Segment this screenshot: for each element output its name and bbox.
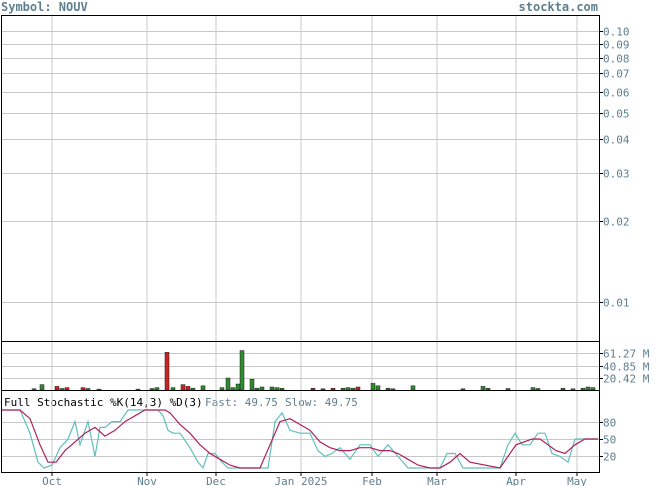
volume-bar [370, 383, 376, 391]
volume-bar [410, 385, 416, 391]
x-tick-label: Feb [362, 475, 382, 486]
volume-bar [590, 387, 596, 391]
volume-bar [249, 378, 255, 391]
fast-value-label: Fast: 49.75 [205, 396, 278, 409]
price-panel: 0.100.090.08 0.07 0.06 0.05 0.04 0.03 0.02 0.01 [1, 15, 630, 342]
volume-bar [219, 387, 225, 391]
x-axis: Oct Nov Dec Jan 2025 Feb Mar Apr May [42, 472, 587, 486]
stoch-tick-label: 50 [603, 434, 616, 447]
volume-bar [180, 384, 186, 391]
volume-bar [235, 383, 241, 391]
volume-bar [480, 386, 486, 391]
price-tick-label: 0.05 [603, 108, 630, 121]
volume-bar [269, 386, 275, 391]
volume-bar [580, 387, 586, 391]
volume-bar [154, 387, 160, 391]
x-tick-label: May [567, 475, 587, 486]
volume-bar [135, 388, 141, 391]
volume-bar [585, 386, 591, 391]
volume-bar [230, 387, 236, 391]
volume-bar [460, 388, 466, 391]
fast-line [1, 409, 598, 470]
volume-bar [54, 386, 60, 391]
x-tick-label: Dec [206, 475, 226, 486]
volume-bar [390, 388, 396, 391]
x-tick-label: Nov [137, 475, 157, 486]
volume-bar [149, 388, 155, 391]
x-tick-label: Oct [42, 475, 62, 486]
stoch-tick-label: 80 [603, 417, 616, 430]
volume-bar [185, 386, 191, 391]
volume-bar [560, 387, 566, 391]
volume-bar [254, 387, 260, 391]
volume-bar [200, 385, 206, 391]
volume-bar [64, 387, 70, 391]
slow-value-label: Slow: 49.75 [285, 396, 358, 409]
site-name: stockta.com [519, 0, 598, 14]
volume-bar [530, 387, 536, 391]
price-tick-label: 0.08 [603, 53, 630, 66]
volume-bar [375, 385, 381, 391]
volume-bar [570, 388, 576, 391]
volume-bar [170, 387, 176, 391]
volume-bar [239, 350, 245, 391]
volume-bar [279, 387, 285, 391]
price-tick-label: 0.02 [603, 216, 630, 229]
x-tick-label: Mar [427, 475, 447, 486]
price-tick-label: 0.01 [603, 297, 630, 310]
volume-tick-label: 40.85 M [603, 361, 650, 374]
price-tick-label: 0.03 [603, 168, 630, 181]
volume-bar [31, 388, 37, 391]
x-tick-label: Apr [506, 475, 526, 486]
volume-bar [190, 387, 196, 391]
volume-bar [535, 388, 541, 391]
stoch-tick-label: 20 [603, 451, 616, 464]
x-tick-label: Jan 2025 [275, 475, 328, 486]
price-tick-label: 0.04 [603, 134, 630, 147]
stochastic-title: Full Stochastic %K(14,3) %D(3) [4, 396, 203, 409]
volume-bar [505, 388, 511, 391]
volume-bar [225, 377, 231, 391]
volume-bar [85, 388, 91, 391]
volume-bar [320, 388, 326, 391]
price-tick-label: 0.06 [603, 87, 630, 100]
volume-bar [345, 387, 351, 391]
volume-bar [80, 387, 86, 391]
volume-bar [39, 384, 45, 391]
volume-bar [164, 352, 170, 391]
price-tick-label: 0.09 [603, 39, 630, 52]
stochastic-panel: Full Stochastic %K(14,3) %D(3) Fast: 49.… [1, 390, 616, 473]
volume-bar [96, 388, 102, 391]
volume-bar [485, 387, 491, 391]
volume-panel: 61.27 M40.85 M20.42 M [1, 341, 650, 391]
volume-bar [385, 387, 391, 391]
volume-bar [259, 386, 265, 391]
symbol-label: Symbol: NOUV [1, 0, 88, 14]
volume-bar [310, 387, 316, 391]
volume-bar [340, 387, 346, 391]
volume-bar [330, 387, 336, 391]
slow-line [1, 409, 598, 469]
volume-bar [355, 386, 361, 391]
price-tick-label: 0.07 [603, 68, 630, 81]
volume-bar [274, 387, 280, 391]
volume-bar [350, 387, 356, 391]
volume-tick-label: 20.42 M [603, 373, 650, 386]
volume-bar [59, 388, 65, 391]
price-tick-label: 0.10 [603, 26, 630, 39]
volume-tick-label: 61.27 M [603, 348, 650, 361]
